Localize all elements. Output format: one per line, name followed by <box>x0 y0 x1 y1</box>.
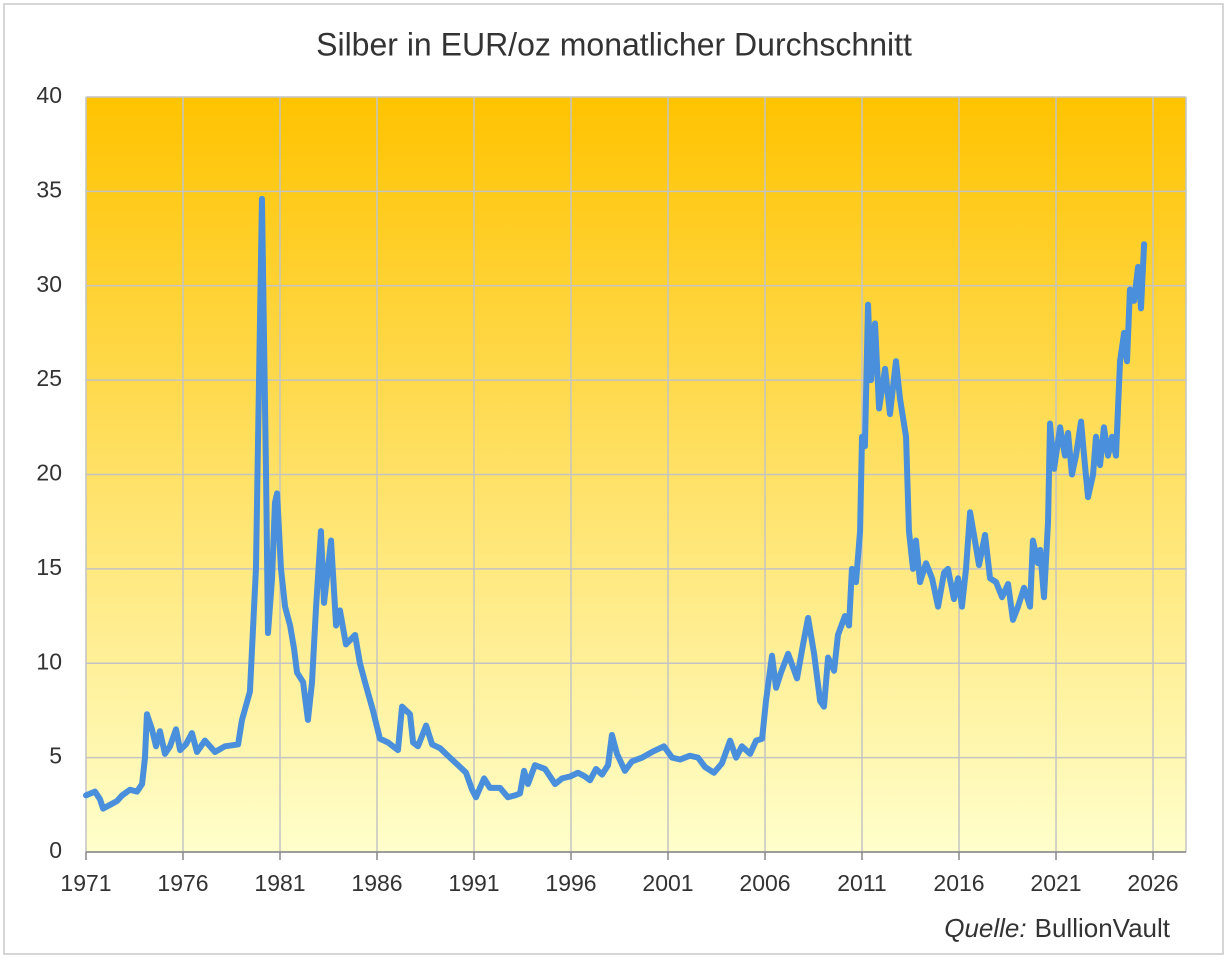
x-tick-label: 2026 <box>1127 870 1178 896</box>
y-tick-label: 20 <box>36 460 62 486</box>
x-tick-label: 1991 <box>448 870 499 896</box>
x-tick-label: 1981 <box>254 870 305 896</box>
price-line <box>83 195 1148 812</box>
y-tick-label: 25 <box>36 365 62 391</box>
y-tick-label: 0 <box>49 837 62 863</box>
y-tick-label: 30 <box>36 271 62 297</box>
x-tick-label: 1986 <box>351 870 402 896</box>
x-tick-label: 2021 <box>1030 870 1081 896</box>
x-tick-label: 1971 <box>60 870 111 896</box>
source: BullionVault <box>1035 913 1171 943</box>
x-tick-label: 2016 <box>933 870 984 896</box>
source-label: Quelle: <box>944 913 1026 943</box>
source-note: Quelle: BullionVault <box>944 913 1171 943</box>
y-tick-label: 40 <box>36 82 62 108</box>
y-tick-label: 10 <box>36 648 62 674</box>
chart-title: Silber in EUR/oz monatlicher Durchschnit… <box>316 26 912 62</box>
x-tick-label: 2006 <box>739 870 790 896</box>
x-tick-label: 1996 <box>545 870 596 896</box>
y-tick-label: 5 <box>49 743 62 769</box>
y-tick-label: 35 <box>36 176 62 202</box>
y-tick-label: 15 <box>36 554 62 580</box>
x-tick-label: 2011 <box>837 870 886 896</box>
x-tick-label: 1976 <box>157 870 208 896</box>
x-tick-label: 2001 <box>642 870 693 896</box>
